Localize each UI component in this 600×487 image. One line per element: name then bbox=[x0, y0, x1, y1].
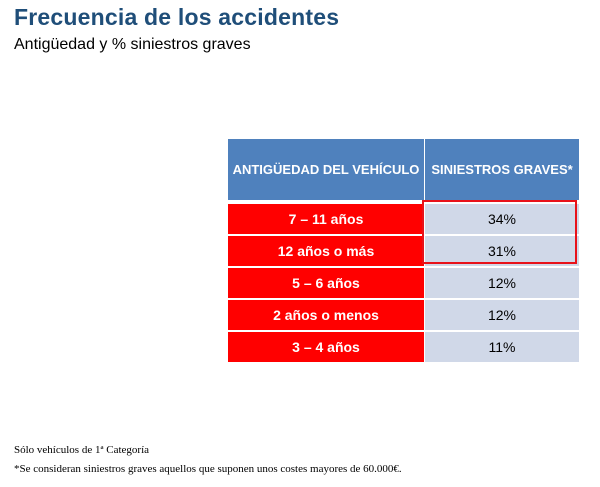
table-row: 2 años o menos 12% bbox=[228, 300, 580, 332]
slide-title: Frecuencia de los accidentes bbox=[14, 4, 340, 30]
footnote-definition: *Se consideran siniestros graves aquello… bbox=[14, 463, 402, 475]
highlight-box bbox=[422, 200, 577, 264]
age-cell: 12 años o más bbox=[228, 236, 425, 268]
table-row: 5 – 6 años 12% bbox=[228, 268, 580, 300]
slide-subtitle: Antigüedad y % siniestros graves bbox=[14, 36, 251, 53]
percent-cell: 12% bbox=[425, 300, 580, 332]
percent-cell: 12% bbox=[425, 268, 580, 300]
age-cell: 2 años o menos bbox=[228, 300, 425, 332]
footnote-category: Sólo vehículos de 1ª Categoría bbox=[14, 444, 150, 456]
percent-cell: 34% bbox=[425, 202, 580, 236]
header-vehicle-age: ANTIGÜEDAD DEL VEHÍCULO bbox=[228, 139, 425, 202]
table-row: 7 – 11 años 34% bbox=[228, 202, 580, 236]
accident-frequency-table: ANTIGÜEDAD DEL VEHÍCULO SINIESTROS GRAVE… bbox=[228, 139, 580, 364]
table-row: 3 – 4 años 11% bbox=[228, 332, 580, 364]
age-cell: 7 – 11 años bbox=[228, 202, 425, 236]
header-serious-claims: SINIESTROS GRAVES* bbox=[425, 139, 580, 202]
age-cell: 5 – 6 años bbox=[228, 268, 425, 300]
age-cell: 3 – 4 años bbox=[228, 332, 425, 364]
table-header-row: ANTIGÜEDAD DEL VEHÍCULO SINIESTROS GRAVE… bbox=[228, 139, 580, 202]
percent-cell: 11% bbox=[425, 332, 580, 364]
